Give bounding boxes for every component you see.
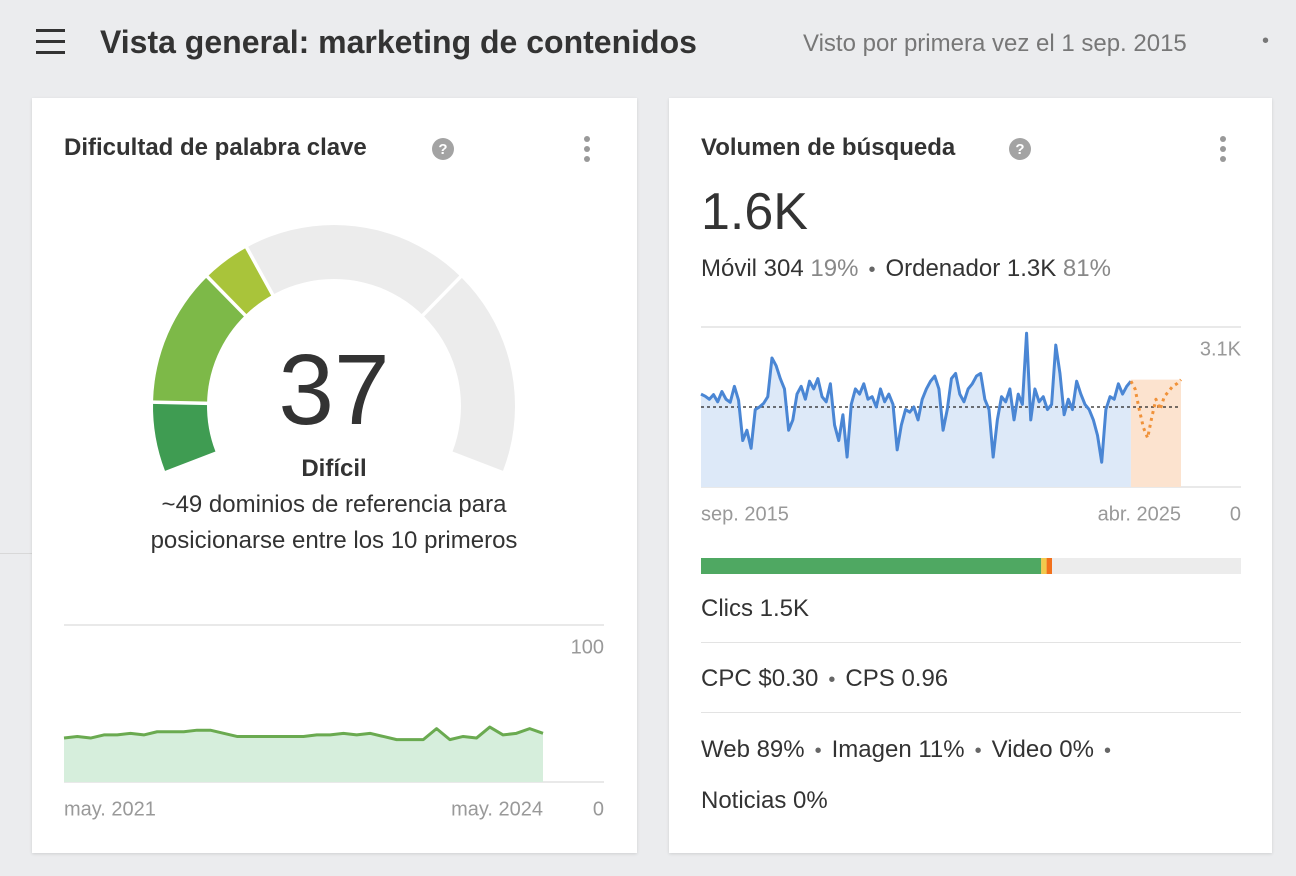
separator-dot: • [974,740,982,762]
serp-feature: Web 89% [701,736,805,763]
gauge-segment [153,402,216,471]
help-icon[interactable] [1009,138,1031,160]
volume-total: 1.6K [701,183,808,241]
serp-feature: Video 0% [991,736,1094,763]
card-title: Volumen de búsqueda [701,134,956,161]
separator-dot: • [814,740,822,762]
gauge-gap [420,274,464,318]
menu-dot[interactable] [1220,136,1226,142]
x-tick-label: sep. 2015 [701,503,789,525]
separator-dot: • [1262,30,1270,52]
y-tick-label: 0 [593,798,604,820]
gauge-segment [153,276,246,404]
forecast-line [1129,378,1183,440]
difficulty-card [32,98,637,853]
metrics: CPC $0.30 • CPS 0.96 [701,665,948,693]
menu-icon-bar[interactable] [36,40,65,43]
gauge-gap [244,244,276,298]
metric: CPC $0.30 [701,665,819,692]
difficulty-level: Difícil [301,455,367,482]
gauge-gap [204,274,248,318]
series-line [700,331,1133,464]
serp-feature: Imagen 11% [831,736,965,763]
menu-icon-bar[interactable] [36,29,65,32]
y-tick-label: 3.1K [1200,338,1242,360]
serp-features: Web 89% • Imagen 11% • Video 0% • Noticias 0% [701,725,1241,826]
first-seen: Visto por primera vez el 1 sep. 2015 [803,30,1187,57]
x-tick-label: may. 2021 [64,798,156,820]
gauge-segment [207,247,273,316]
breakdown-share: 81% [1062,255,1111,282]
metric: CPS 0.96 [845,665,949,692]
series-area [701,333,1131,487]
breakdown-share: 19% [810,255,859,282]
help-icon[interactable] [432,138,454,160]
y-tick-label: 0 [1230,503,1241,525]
separator-dot: • [828,669,836,691]
breakdown-label: Ordenador 1.3K [885,255,1057,282]
series-line [63,725,544,742]
gauge-gap [151,400,210,406]
card-title: Dificultad de palabra clave [64,134,367,161]
x-tick-label: abr. 2025 [1098,503,1181,525]
menu-dot[interactable] [584,146,590,152]
menu-dot[interactable] [1220,156,1226,162]
serp-feature: Noticias 0% [701,787,828,814]
menu-dot[interactable] [584,156,590,162]
page-title: Vista general: marketing de contenidos [100,24,697,60]
difficulty-description: ~49 dominios de referencia para posicion… [150,491,518,554]
breakdown-label: Móvil 304 [701,255,804,282]
y-tick-label: 100 [571,636,604,658]
help-icon-text[interactable]: ? [438,141,447,158]
divider [701,712,1241,713]
separator-dot: • [1103,740,1111,762]
clicks: Clics 1.5K [701,595,810,622]
separator-dot: • [868,259,876,281]
divider [701,642,1241,643]
divider [0,553,32,554]
menu-dot[interactable] [1220,146,1226,152]
difficulty-score: 37 [278,334,390,446]
menu-dot[interactable] [584,136,590,142]
volume-breakdown: Móvil 304 19% • Ordenador 1.3K 81% [701,255,1111,283]
x-tick-label: may. 2024 [451,798,543,820]
clicks-bar-segment [1041,558,1047,574]
menu-icon-bar[interactable] [36,51,65,54]
help-icon-text[interactable]: ? [1015,141,1024,158]
clicks-bar-segment [1046,558,1052,574]
clicks-bar-segment [701,558,1042,574]
forecast-area [1130,379,1181,487]
